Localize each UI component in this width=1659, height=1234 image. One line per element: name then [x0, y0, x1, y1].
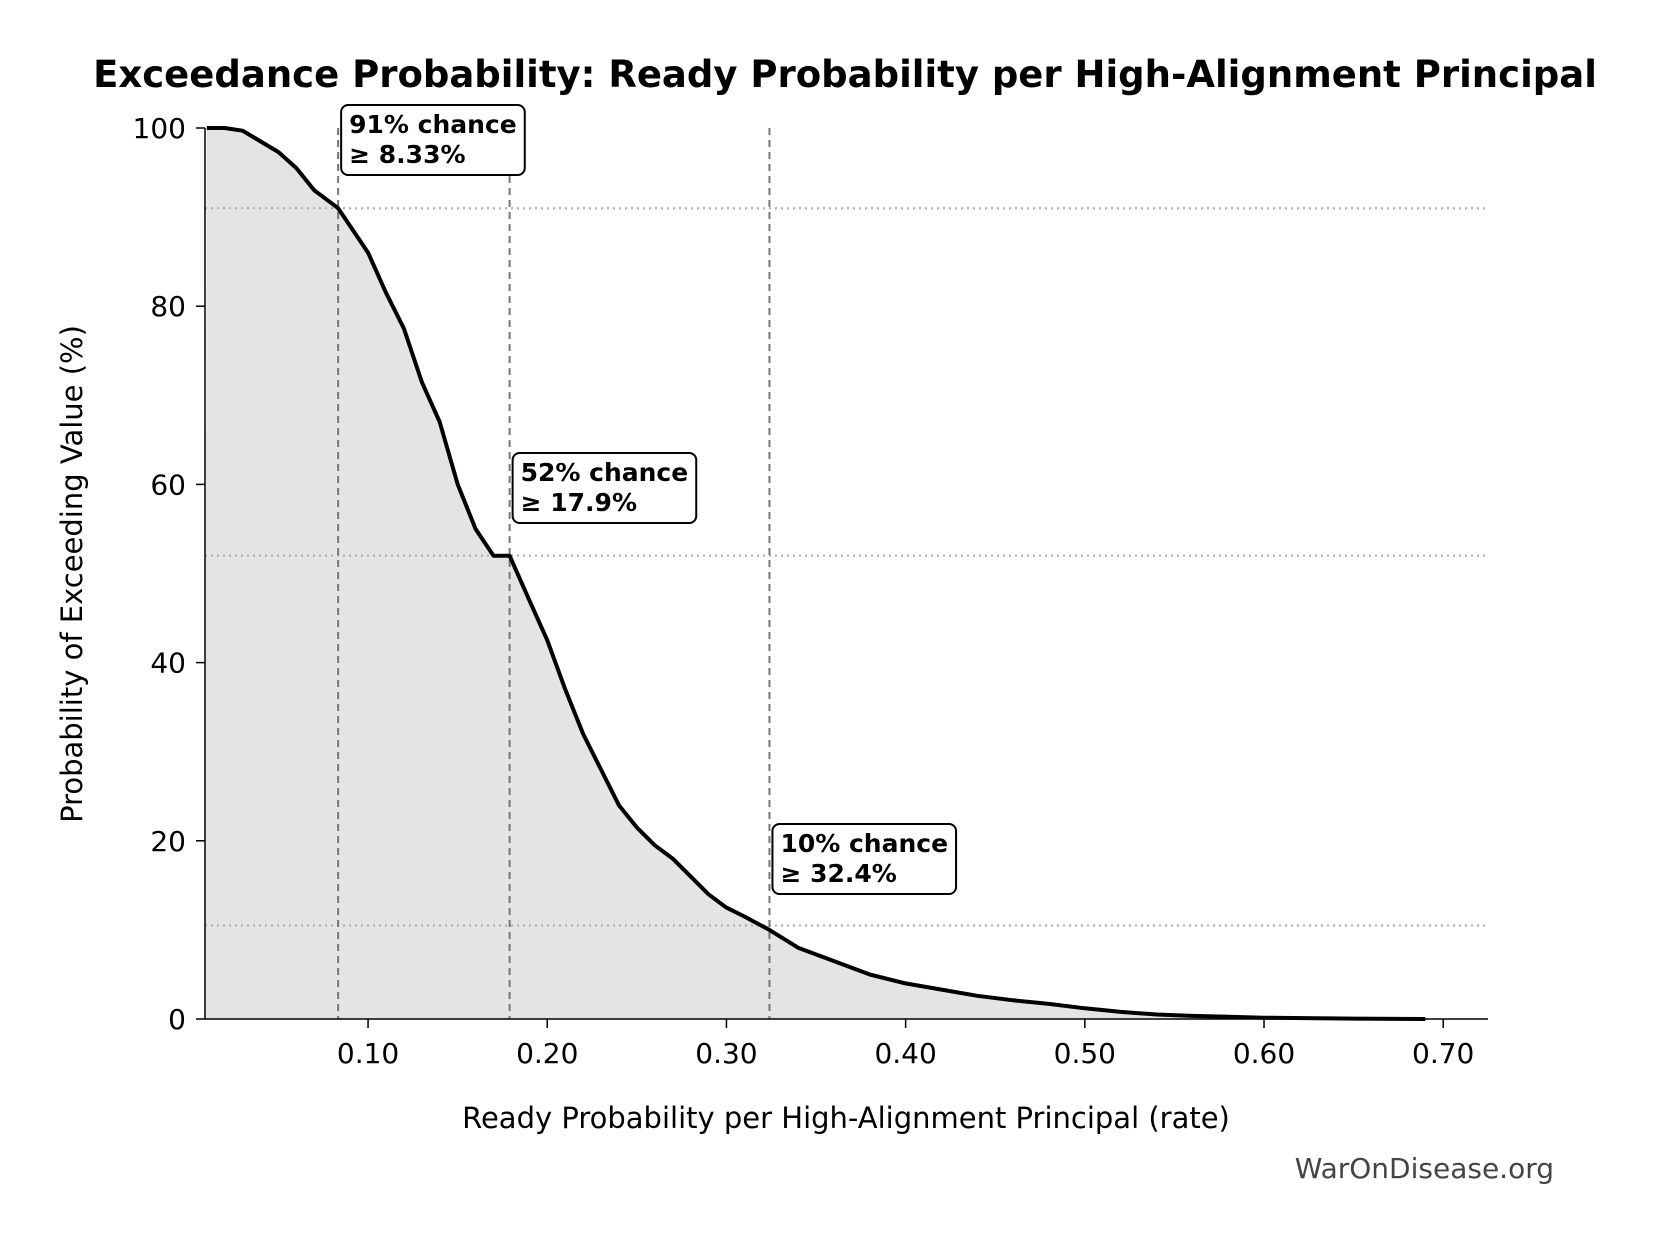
y-tick-label: 0 [168, 1003, 186, 1036]
x-axis-label: Ready Probability per High-Alignment Pri… [462, 1101, 1230, 1135]
annotation-box-2: 52% chance≥ 17.9% [511, 452, 698, 524]
annotation-chance: 91% chance [349, 110, 517, 139]
x-tick-label: 0.70 [1412, 1037, 1474, 1070]
x-tick-label: 0.40 [874, 1037, 936, 1070]
exceedance-curve [206, 126, 1426, 1021]
annotation-box-3: 10% chance≥ 32.4% [771, 823, 958, 895]
annotations: 91% chance≥ 8.33% 52% chance≥ 17.9% 10% ch… [340, 104, 958, 895]
annotation-threshold: ≥ 32.4% [780, 859, 896, 888]
curve-layer [206, 126, 1426, 1021]
x-tick-label: 0.60 [1233, 1037, 1295, 1070]
annotation-frame [771, 823, 958, 895]
y-tick-label: 20 [150, 825, 186, 858]
annotation-frame [340, 104, 526, 176]
x-tick-label: 0.10 [337, 1037, 399, 1070]
x-tick-label: 0.20 [516, 1037, 578, 1070]
annotation-threshold: ≥ 17.9% [521, 488, 637, 517]
x-tick-label: 0.50 [1054, 1037, 1116, 1070]
exceedance-area [205, 128, 1426, 1019]
annotation-threshold: ≥ 8.33% [349, 140, 465, 169]
chart-title: Exceedance Probability: Ready Probabilit… [93, 53, 1597, 96]
x-tick-label: 0.30 [695, 1037, 757, 1070]
y-axis-label: Probability of Exceeding Value (%) [55, 325, 89, 823]
y-ticks: 0 20 40 60 80 100 [133, 112, 205, 1036]
annotation-frame [511, 452, 698, 524]
annotation-chance: 52% chance [521, 458, 689, 487]
x-ticks: 0.10 0.20 0.30 0.40 0.50 0.60 0.70 [337, 1019, 1474, 1070]
area-fill-layer [205, 128, 1426, 1019]
y-tick-label: 80 [150, 290, 186, 323]
annotation-chance: 10% chance [780, 829, 948, 858]
watermark: WarOnDisease.org [1295, 1152, 1554, 1185]
y-tick-label: 40 [150, 647, 186, 680]
y-tick-label: 100 [133, 112, 186, 145]
reference-lines [205, 128, 1488, 1019]
y-tick-label: 60 [150, 468, 186, 501]
annotation-box-1: 91% chance≥ 8.33% [340, 104, 526, 176]
